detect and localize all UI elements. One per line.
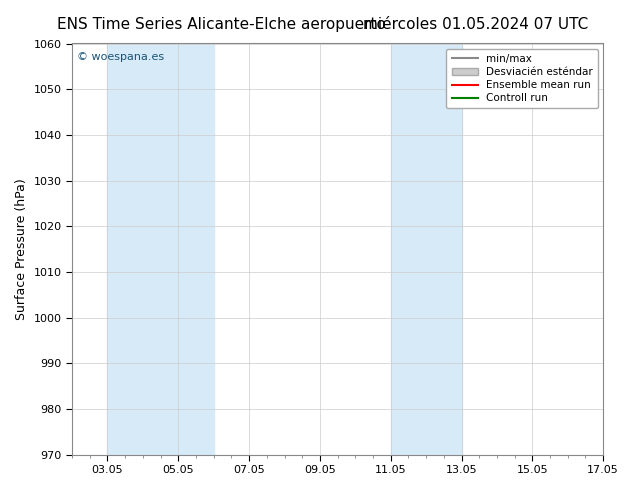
Bar — [391, 44, 462, 455]
Text: miércoles 01.05.2024 07 UTC: miércoles 01.05.2024 07 UTC — [363, 17, 588, 32]
Bar — [108, 44, 214, 455]
Y-axis label: Surface Pressure (hPa): Surface Pressure (hPa) — [15, 178, 28, 320]
Legend: min/max, Desviacién esténdar, Ensemble mean run, Controll run: min/max, Desviacién esténdar, Ensemble m… — [446, 49, 598, 108]
Text: ENS Time Series Alicante-Elche aeropuerto: ENS Time Series Alicante-Elche aeropuert… — [58, 17, 386, 32]
Text: © woespana.es: © woespana.es — [77, 52, 165, 62]
